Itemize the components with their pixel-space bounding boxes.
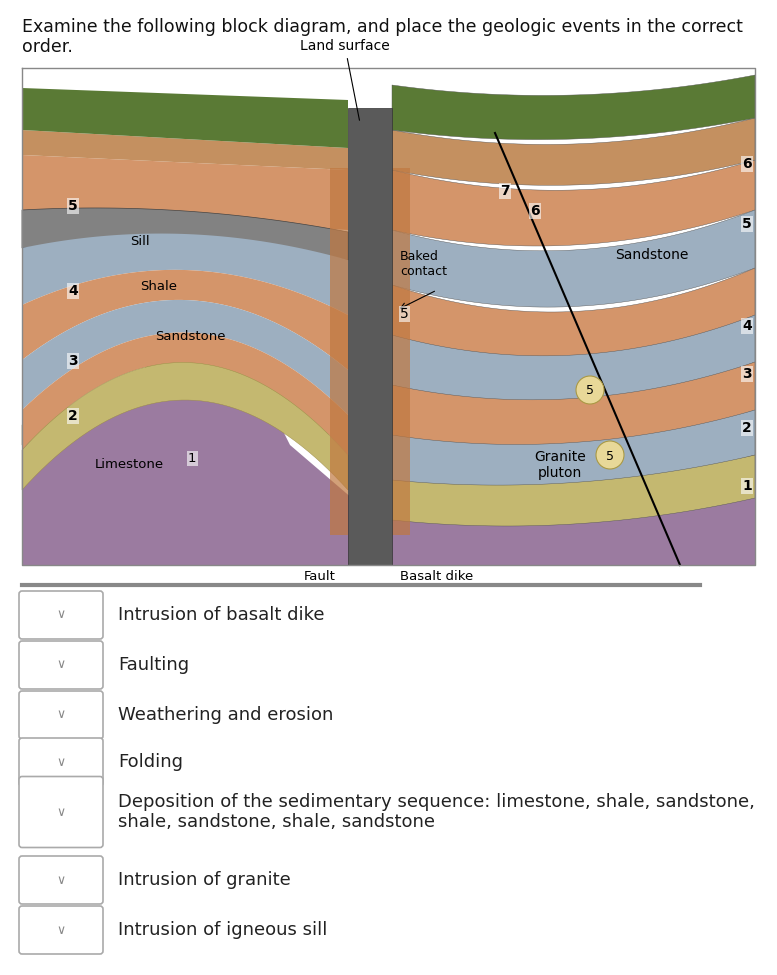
Text: ∨: ∨ [57,756,65,768]
Polygon shape [22,234,348,315]
Text: 2: 2 [68,409,78,423]
FancyBboxPatch shape [19,738,103,786]
Text: Baked
contact: Baked contact [400,250,447,278]
Text: 7: 7 [500,184,510,198]
Text: Examine the following block diagram, and place the geologic events in the correc: Examine the following block diagram, and… [22,18,743,36]
Text: ∨: ∨ [57,805,65,818]
FancyBboxPatch shape [19,856,103,904]
Text: 3: 3 [68,354,78,368]
Polygon shape [392,75,755,139]
Polygon shape [392,498,755,565]
Text: 4: 4 [68,284,78,298]
Text: ∨: ∨ [57,658,65,672]
Text: Granite
pluton: Granite pluton [534,449,586,480]
Polygon shape [392,315,755,405]
Polygon shape [22,130,348,170]
Text: 6: 6 [530,204,539,218]
Polygon shape [22,345,755,565]
Polygon shape [392,362,755,449]
Polygon shape [392,168,410,535]
Polygon shape [392,160,755,246]
Circle shape [596,441,624,469]
Text: 5: 5 [68,199,78,213]
Polygon shape [22,88,348,148]
Text: 4: 4 [742,319,752,333]
FancyBboxPatch shape [19,641,103,689]
Text: Sandstone: Sandstone [615,248,688,262]
Polygon shape [392,118,755,185]
Polygon shape [22,332,348,455]
Text: 2: 2 [742,421,752,435]
Text: ∨: ∨ [57,874,65,886]
Polygon shape [348,108,392,565]
Text: Sandstone: Sandstone [155,330,225,343]
Text: 5: 5 [400,307,409,321]
Text: Basalt dike: Basalt dike [400,570,473,583]
Polygon shape [392,455,755,526]
Text: Intrusion of basalt dike: Intrusion of basalt dike [118,606,325,624]
Text: Folding: Folding [118,753,183,771]
FancyBboxPatch shape [19,776,103,847]
Text: Limestone: Limestone [95,458,164,471]
Polygon shape [392,210,755,307]
Polygon shape [22,155,348,230]
Text: ∨: ∨ [57,923,65,937]
Text: Weathering and erosion: Weathering and erosion [118,706,333,724]
Text: Land surface: Land surface [300,39,390,120]
Polygon shape [392,410,755,489]
Text: Sill: Sill [130,235,150,248]
Polygon shape [22,208,348,260]
Text: 3: 3 [742,367,751,381]
Text: 5: 5 [742,217,752,231]
Polygon shape [22,345,340,445]
Text: Deposition of the sedimentary sequence: limestone, shale, sandstone,
shale, sand: Deposition of the sedimentary sequence: … [118,793,755,832]
Polygon shape [22,300,348,415]
Polygon shape [22,270,348,370]
FancyBboxPatch shape [19,906,103,954]
Polygon shape [330,168,348,535]
Text: ∨: ∨ [57,608,65,621]
Text: 1: 1 [188,452,197,465]
Circle shape [576,376,604,404]
Text: Intrusion of igneous sill: Intrusion of igneous sill [118,921,327,939]
FancyBboxPatch shape [19,691,103,739]
Polygon shape [392,268,755,361]
Text: 6: 6 [742,157,751,171]
Polygon shape [22,363,348,490]
Text: Faulting: Faulting [118,656,189,674]
FancyBboxPatch shape [19,591,103,639]
Text: Shale: Shale [140,280,177,293]
Text: order.: order. [22,38,73,56]
Text: Intrusion of granite: Intrusion of granite [118,871,291,889]
Text: ∨: ∨ [57,709,65,722]
Text: 5: 5 [606,449,614,462]
Text: Fault: Fault [304,570,336,583]
Text: 5: 5 [586,384,594,398]
Text: 1: 1 [742,479,752,493]
